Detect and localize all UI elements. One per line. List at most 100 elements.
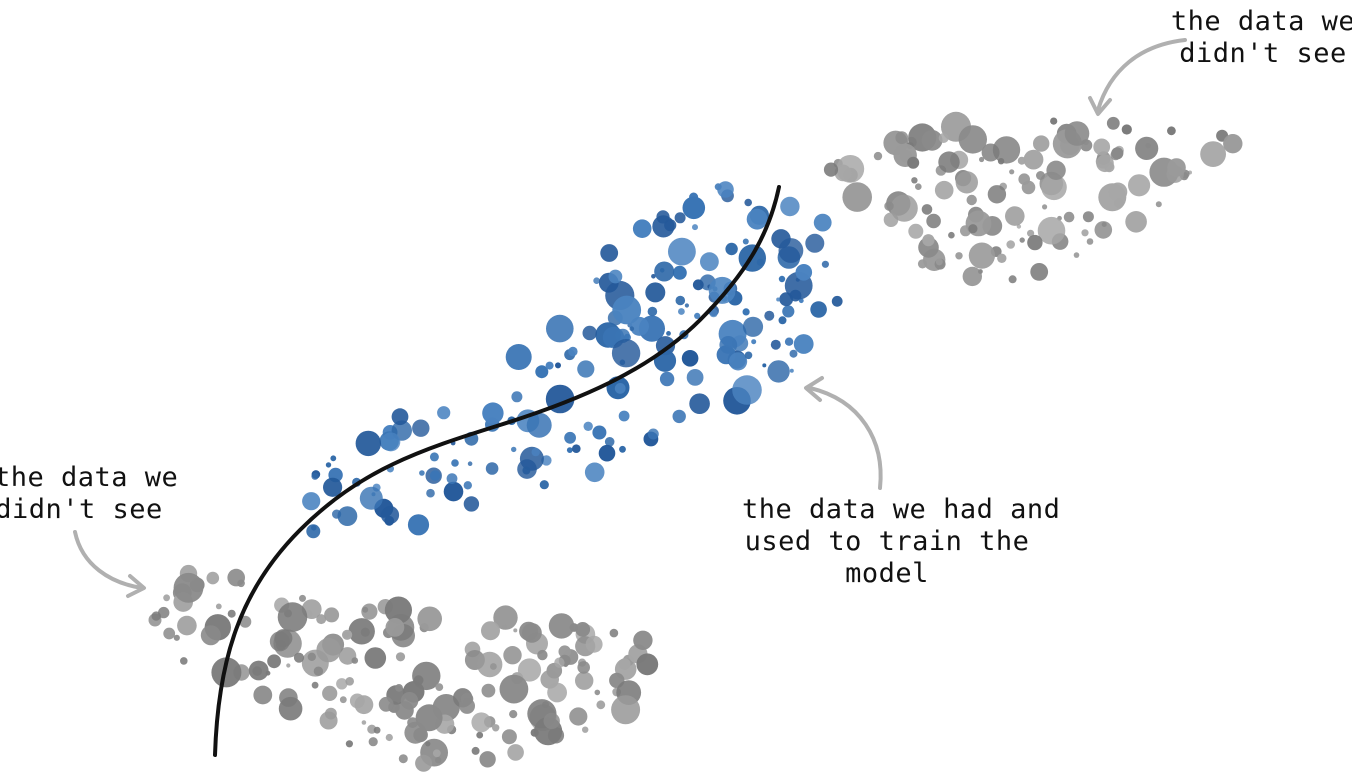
arrow-left [73, 530, 144, 590]
unseen-data-point [316, 637, 341, 663]
training-data-point [443, 481, 464, 502]
unseen-data-point [585, 635, 603, 653]
training-data-point [330, 455, 337, 462]
unseen-data-point [1081, 229, 1089, 237]
unseen-data-point [911, 177, 918, 184]
unseen-data-point [1006, 240, 1015, 249]
training-data-point [742, 316, 764, 337]
unseen-data-point [252, 666, 262, 676]
unseen-data-point [507, 744, 524, 761]
unseen-data-point [501, 729, 517, 745]
unseen-data-point [938, 133, 949, 143]
unseen-data-point [1018, 173, 1030, 185]
unseen-data-point [1167, 126, 1176, 136]
unseen-data-point [543, 712, 560, 730]
training-data-point [332, 509, 342, 519]
unseen-data-point [1030, 263, 1049, 281]
training-data-point [694, 312, 701, 319]
training-data-point [482, 402, 504, 424]
unseen-data-point [173, 634, 180, 641]
unseen-data-point [200, 625, 221, 646]
arrowhead-center [804, 376, 824, 402]
label-line: model [845, 558, 929, 589]
unseen-data-point [398, 754, 408, 764]
unseen-data-point [1033, 135, 1050, 152]
unseen-data-point [459, 698, 475, 714]
unseen-data-point [206, 571, 220, 585]
unseen-data-point [348, 618, 375, 645]
label-line: the data we had and [742, 494, 1061, 525]
training-data-point [611, 339, 641, 368]
training-data-point [505, 344, 532, 370]
training-data-point [325, 462, 332, 468]
training-data-point [678, 308, 685, 315]
training-data-point [566, 447, 573, 453]
unseen-data-point [1096, 154, 1114, 173]
unseen-data-point [345, 677, 355, 686]
unseen-data-point [965, 210, 992, 237]
unseen-data-point [636, 653, 659, 676]
training-data-point [306, 524, 321, 539]
training-data-point [429, 452, 439, 462]
training-data-point [407, 514, 430, 536]
unseen-data-point [575, 622, 591, 637]
training-data-point [732, 375, 762, 405]
unseen-data-point [385, 618, 405, 637]
arrowhead-left [126, 574, 146, 598]
label-training-data: the data we had and used to train the mo… [742, 494, 1061, 590]
training-data-point [412, 419, 430, 437]
training-data-point [762, 363, 767, 368]
unseen-data-point [373, 726, 381, 734]
unseen-data-point [1082, 211, 1094, 223]
unseen-data-point [922, 234, 935, 247]
unseen-data-point [361, 603, 378, 620]
unseen-data-point [364, 647, 387, 669]
training-data-point [600, 244, 619, 262]
training-data-point [778, 275, 786, 283]
training-data-point [568, 346, 578, 357]
unseen-data-point [163, 627, 176, 640]
training-data-point [511, 446, 517, 453]
training-data-point [632, 219, 652, 238]
unseen-data-point [1050, 117, 1058, 125]
training-data-point [539, 480, 549, 490]
training-data-point [437, 406, 451, 420]
unseen-data-point [299, 594, 306, 602]
training-data-point [582, 325, 597, 341]
unseen-data-point [349, 693, 365, 709]
unseen-data-point [503, 646, 522, 665]
unseen-data-point [1223, 134, 1243, 154]
training-data-point [485, 462, 499, 475]
unseen-data-point [935, 258, 943, 266]
unseen-data-point [481, 621, 500, 641]
unseen-data-point [921, 204, 933, 215]
unseen-data-point [1046, 160, 1066, 180]
training-data-point [789, 368, 794, 373]
training-data-point [604, 437, 615, 447]
unseen-data-point [413, 675, 424, 686]
unseen-data-point [351, 658, 356, 663]
unseen-data-point [1041, 174, 1067, 201]
unseen-data-point [395, 652, 406, 662]
unseen-data-point [307, 652, 316, 661]
unseen-data-point [1111, 147, 1124, 160]
training-data-point [789, 349, 798, 358]
unseen-data-point [342, 629, 353, 640]
label-line: didn't see [0, 494, 163, 525]
training-data-point [778, 316, 787, 325]
unseen-data-point [1094, 221, 1113, 239]
unseen-data-point [384, 596, 412, 624]
unseen-data-point [873, 151, 883, 161]
unseen-data-point [499, 674, 529, 704]
training-data-point [645, 282, 666, 303]
unseen-data-point [596, 700, 606, 710]
unseen-data-point [558, 645, 571, 658]
unseen-data-point [1023, 149, 1044, 170]
unseen-data-point [537, 649, 548, 661]
unseen-data-point [917, 259, 928, 269]
arrow-top-right [1096, 38, 1187, 112]
training-data-point [692, 224, 698, 231]
training-data-point [572, 444, 581, 454]
unseen-data-point [368, 737, 378, 747]
unseen-data-point [908, 223, 924, 239]
